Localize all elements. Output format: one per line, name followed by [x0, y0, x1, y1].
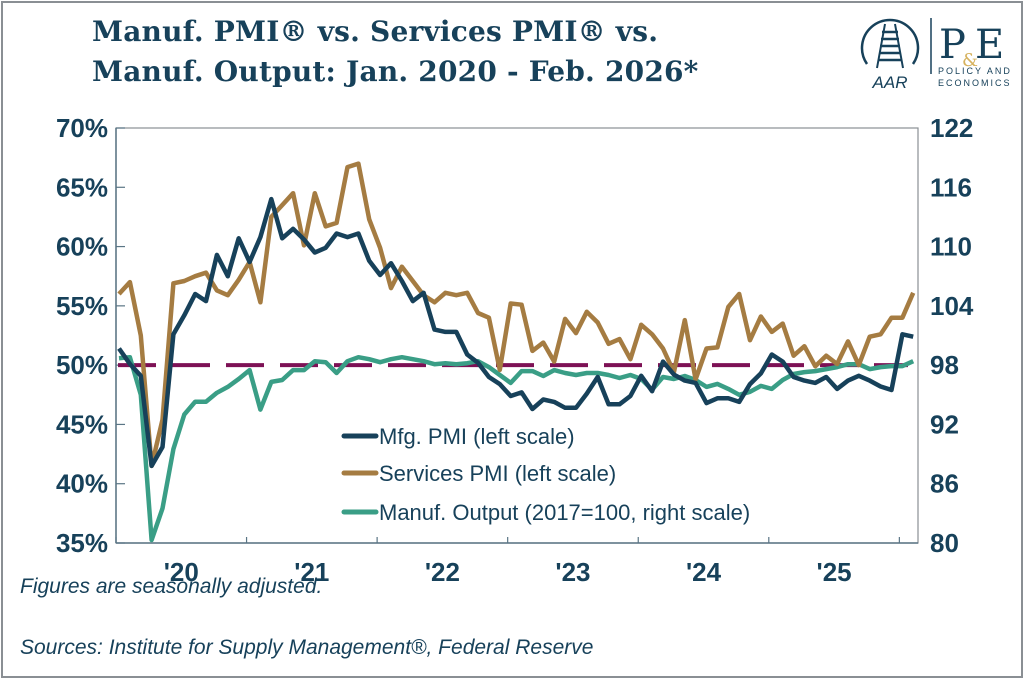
right-tick-label: 110: [930, 232, 972, 262]
svg-text:ECONOMICS: ECONOMICS: [938, 78, 1012, 88]
x-tick-label: '25: [817, 557, 852, 587]
svg-text:AAR: AAR: [872, 73, 908, 92]
aar-pe-logo: AAR P & E POLICY AND ECONOMICS: [860, 18, 1012, 92]
left-tick-label: 45%: [56, 409, 108, 439]
left-tick-label: 70%: [56, 113, 108, 143]
series-line-services-pmi: [117, 161, 916, 469]
right-tick-label: 86: [930, 469, 959, 499]
svg-text:E: E: [975, 22, 1004, 68]
x-tick-label: '24: [686, 557, 722, 587]
title-line-2: Manuf. Output: Jan. 2020 - Feb. 2026*: [92, 55, 699, 88]
left-tick-label: 50%: [56, 350, 108, 380]
series-line-mfg-pmi: [117, 196, 914, 469]
legend-label: Services PMI (left scale): [379, 461, 616, 486]
sources: Sources: Institute for Supply Management…: [20, 636, 594, 659]
right-tick-label: 122: [930, 113, 973, 143]
title-line-1: Manuf. PMI® vs. Services PMI® vs.: [92, 15, 659, 48]
footnote: Figures are seasonally adjusted.: [20, 575, 323, 598]
chart-title: Manuf. PMI® vs. Services PMI® vs. Manuf.…: [92, 12, 699, 92]
x-tick-label: '21: [294, 557, 329, 587]
x-tick-label: '20: [164, 557, 199, 587]
right-tick-label: 92: [930, 409, 959, 439]
right-tick-label: 104: [930, 291, 974, 321]
x-tick-label: '22: [425, 557, 460, 587]
legend-label: Manuf. Output (2017=100, right scale): [379, 500, 750, 525]
right-tick-label: 98: [930, 350, 959, 380]
chart: 35% 40% 45% 50% 55% 60% 65% 70% 80 86 92 98 104 110 11…: [56, 113, 974, 587]
series-line-manuf-output: [118, 354, 915, 543]
svg-text:POLICY AND: POLICY AND: [938, 66, 1012, 76]
right-tick-label: 116: [930, 172, 972, 202]
x-tick-label: '23: [555, 557, 590, 587]
legend-label: Mfg. PMI (left scale): [379, 424, 575, 449]
svg-text:P: P: [939, 22, 966, 68]
right-tick-label: 80: [930, 528, 959, 558]
left-tick-label: 55%: [56, 291, 108, 321]
left-tick-label: 60%: [56, 232, 108, 262]
left-tick-label: 35%: [56, 528, 108, 558]
left-tick-label: 40%: [56, 469, 108, 499]
svg-text:&: &: [962, 50, 978, 71]
left-tick-label: 65%: [56, 172, 108, 202]
